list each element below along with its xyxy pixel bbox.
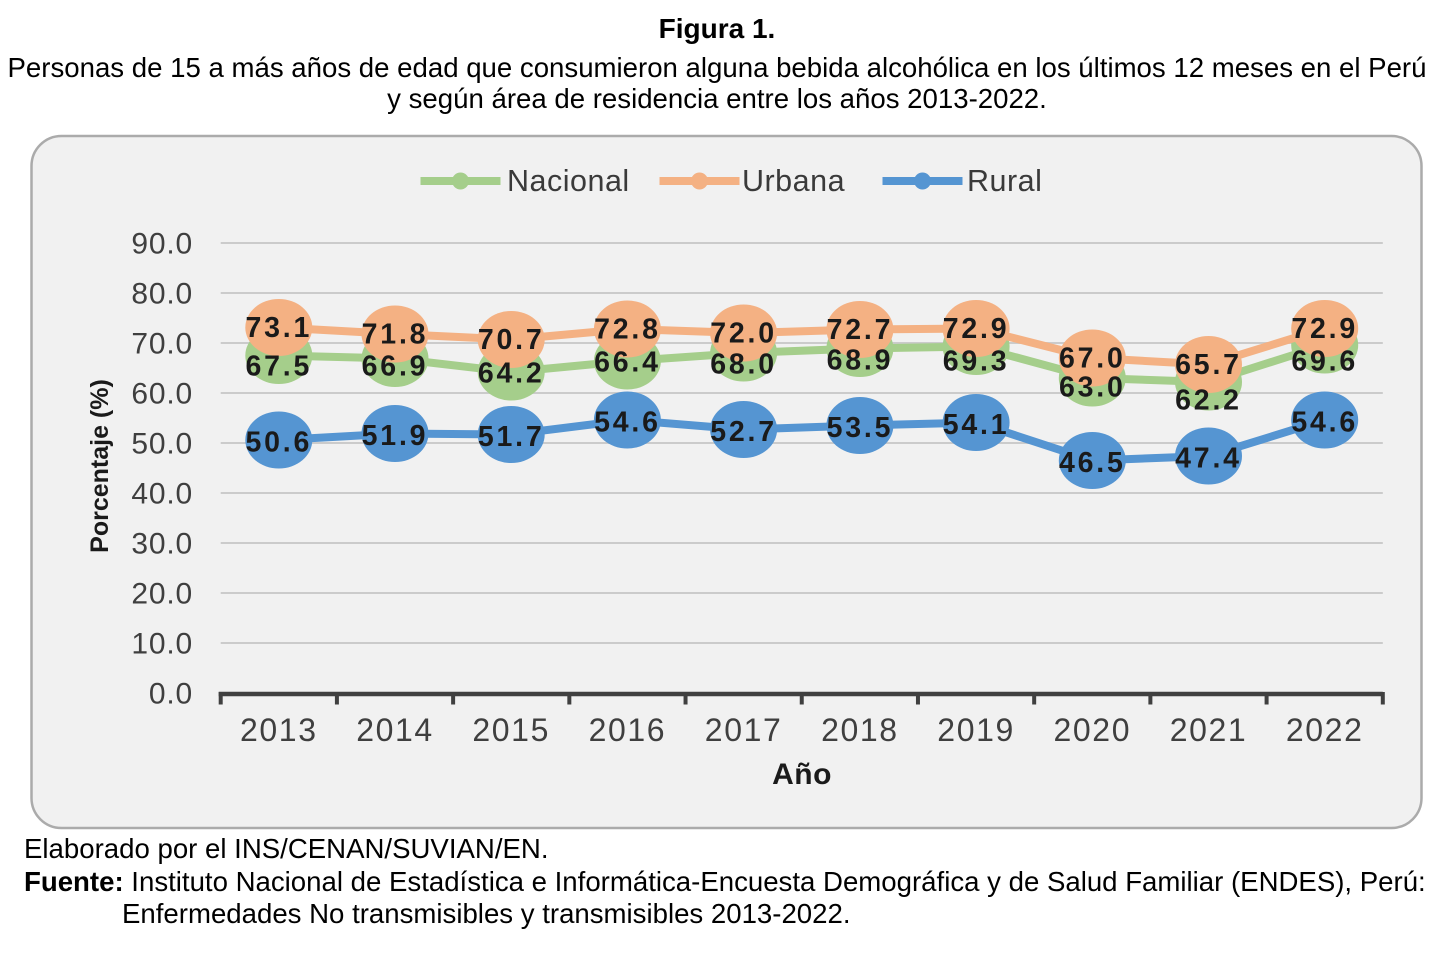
svg-text:70.7: 70.7 bbox=[478, 324, 545, 356]
svg-text:53.5: 53.5 bbox=[827, 412, 894, 444]
svg-text:2019: 2019 bbox=[937, 712, 1015, 748]
svg-text:67.5: 67.5 bbox=[245, 351, 312, 383]
svg-text:40.0: 40.0 bbox=[131, 478, 193, 511]
svg-text:Año: Año bbox=[772, 758, 832, 791]
svg-text:46.5: 46.5 bbox=[1059, 447, 1126, 479]
svg-text:Enfermedades No transmisibles: Enfermedades No transmisibles y transmis… bbox=[122, 898, 851, 929]
svg-text:54.6: 54.6 bbox=[1291, 407, 1358, 439]
svg-text:47.4: 47.4 bbox=[1175, 443, 1242, 475]
svg-text:54.1: 54.1 bbox=[943, 409, 1010, 441]
svg-text:2013: 2013 bbox=[240, 712, 318, 748]
svg-text:60.0: 60.0 bbox=[131, 378, 193, 411]
svg-text:2020: 2020 bbox=[1054, 712, 1132, 748]
svg-text:62.2: 62.2 bbox=[1175, 385, 1242, 417]
svg-text:2017: 2017 bbox=[705, 712, 783, 748]
svg-text:Urbana: Urbana bbox=[742, 164, 845, 198]
svg-text:50.6: 50.6 bbox=[245, 427, 312, 459]
svg-text:30.0: 30.0 bbox=[131, 528, 193, 561]
svg-text:Personas de 15 a más años de e: Personas de 15 a más años de edad que co… bbox=[8, 52, 1427, 83]
svg-text:2018: 2018 bbox=[821, 712, 899, 748]
svg-text:68.0: 68.0 bbox=[710, 349, 777, 381]
svg-text:66.4: 66.4 bbox=[594, 347, 661, 379]
svg-text:10.0: 10.0 bbox=[131, 628, 193, 661]
svg-text:2016: 2016 bbox=[589, 712, 667, 748]
svg-text:Elaborado por el INS/CENAN/SUV: Elaborado por el INS/CENAN/SUVIAN/EN. bbox=[24, 833, 548, 864]
svg-text:51.7: 51.7 bbox=[478, 421, 545, 453]
svg-text:64.2: 64.2 bbox=[478, 358, 545, 390]
svg-text:72.7: 72.7 bbox=[827, 314, 894, 346]
svg-text:54.6: 54.6 bbox=[594, 407, 661, 439]
svg-text:52.7: 52.7 bbox=[710, 416, 777, 448]
svg-text:Rural: Rural bbox=[967, 164, 1042, 198]
svg-text:71.8: 71.8 bbox=[362, 319, 429, 351]
svg-text:73.1: 73.1 bbox=[245, 312, 312, 344]
svg-text:2021: 2021 bbox=[1170, 712, 1248, 748]
svg-text:72.8: 72.8 bbox=[594, 314, 661, 346]
svg-text:Nacional: Nacional bbox=[507, 164, 630, 198]
svg-text:72.9: 72.9 bbox=[943, 313, 1010, 345]
svg-text:90.0: 90.0 bbox=[131, 228, 193, 261]
svg-text:72.9: 72.9 bbox=[1291, 313, 1358, 345]
svg-text:69.3: 69.3 bbox=[943, 346, 1010, 378]
svg-text:Porcentaje (%): Porcentaje (%) bbox=[86, 379, 114, 553]
svg-text:2015: 2015 bbox=[472, 712, 550, 748]
svg-text:80.0: 80.0 bbox=[131, 278, 193, 311]
svg-text:Figura 1.: Figura 1. bbox=[659, 13, 776, 44]
svg-text:2022: 2022 bbox=[1286, 712, 1364, 748]
svg-text:65.7: 65.7 bbox=[1175, 349, 1242, 381]
svg-text:Fuente: Instituto Nacional de: Fuente: Instituto Nacional de Estadístic… bbox=[24, 866, 1426, 897]
svg-text:70.0: 70.0 bbox=[131, 328, 193, 361]
svg-text:69.6: 69.6 bbox=[1291, 346, 1358, 378]
svg-text:2014: 2014 bbox=[356, 712, 434, 748]
svg-text:20.0: 20.0 bbox=[131, 578, 193, 611]
svg-text:51.9: 51.9 bbox=[362, 420, 429, 452]
svg-text:72.0: 72.0 bbox=[710, 318, 777, 350]
svg-text:63.0: 63.0 bbox=[1059, 372, 1126, 404]
svg-text:66.9: 66.9 bbox=[362, 351, 429, 383]
svg-text:68.9: 68.9 bbox=[827, 345, 894, 377]
svg-text:50.0: 50.0 bbox=[131, 428, 193, 461]
svg-text:y según área de residencia ent: y según área de residencia entre los año… bbox=[387, 83, 1047, 114]
svg-text:67.0: 67.0 bbox=[1059, 343, 1126, 375]
svg-text:0.0: 0.0 bbox=[149, 678, 193, 711]
